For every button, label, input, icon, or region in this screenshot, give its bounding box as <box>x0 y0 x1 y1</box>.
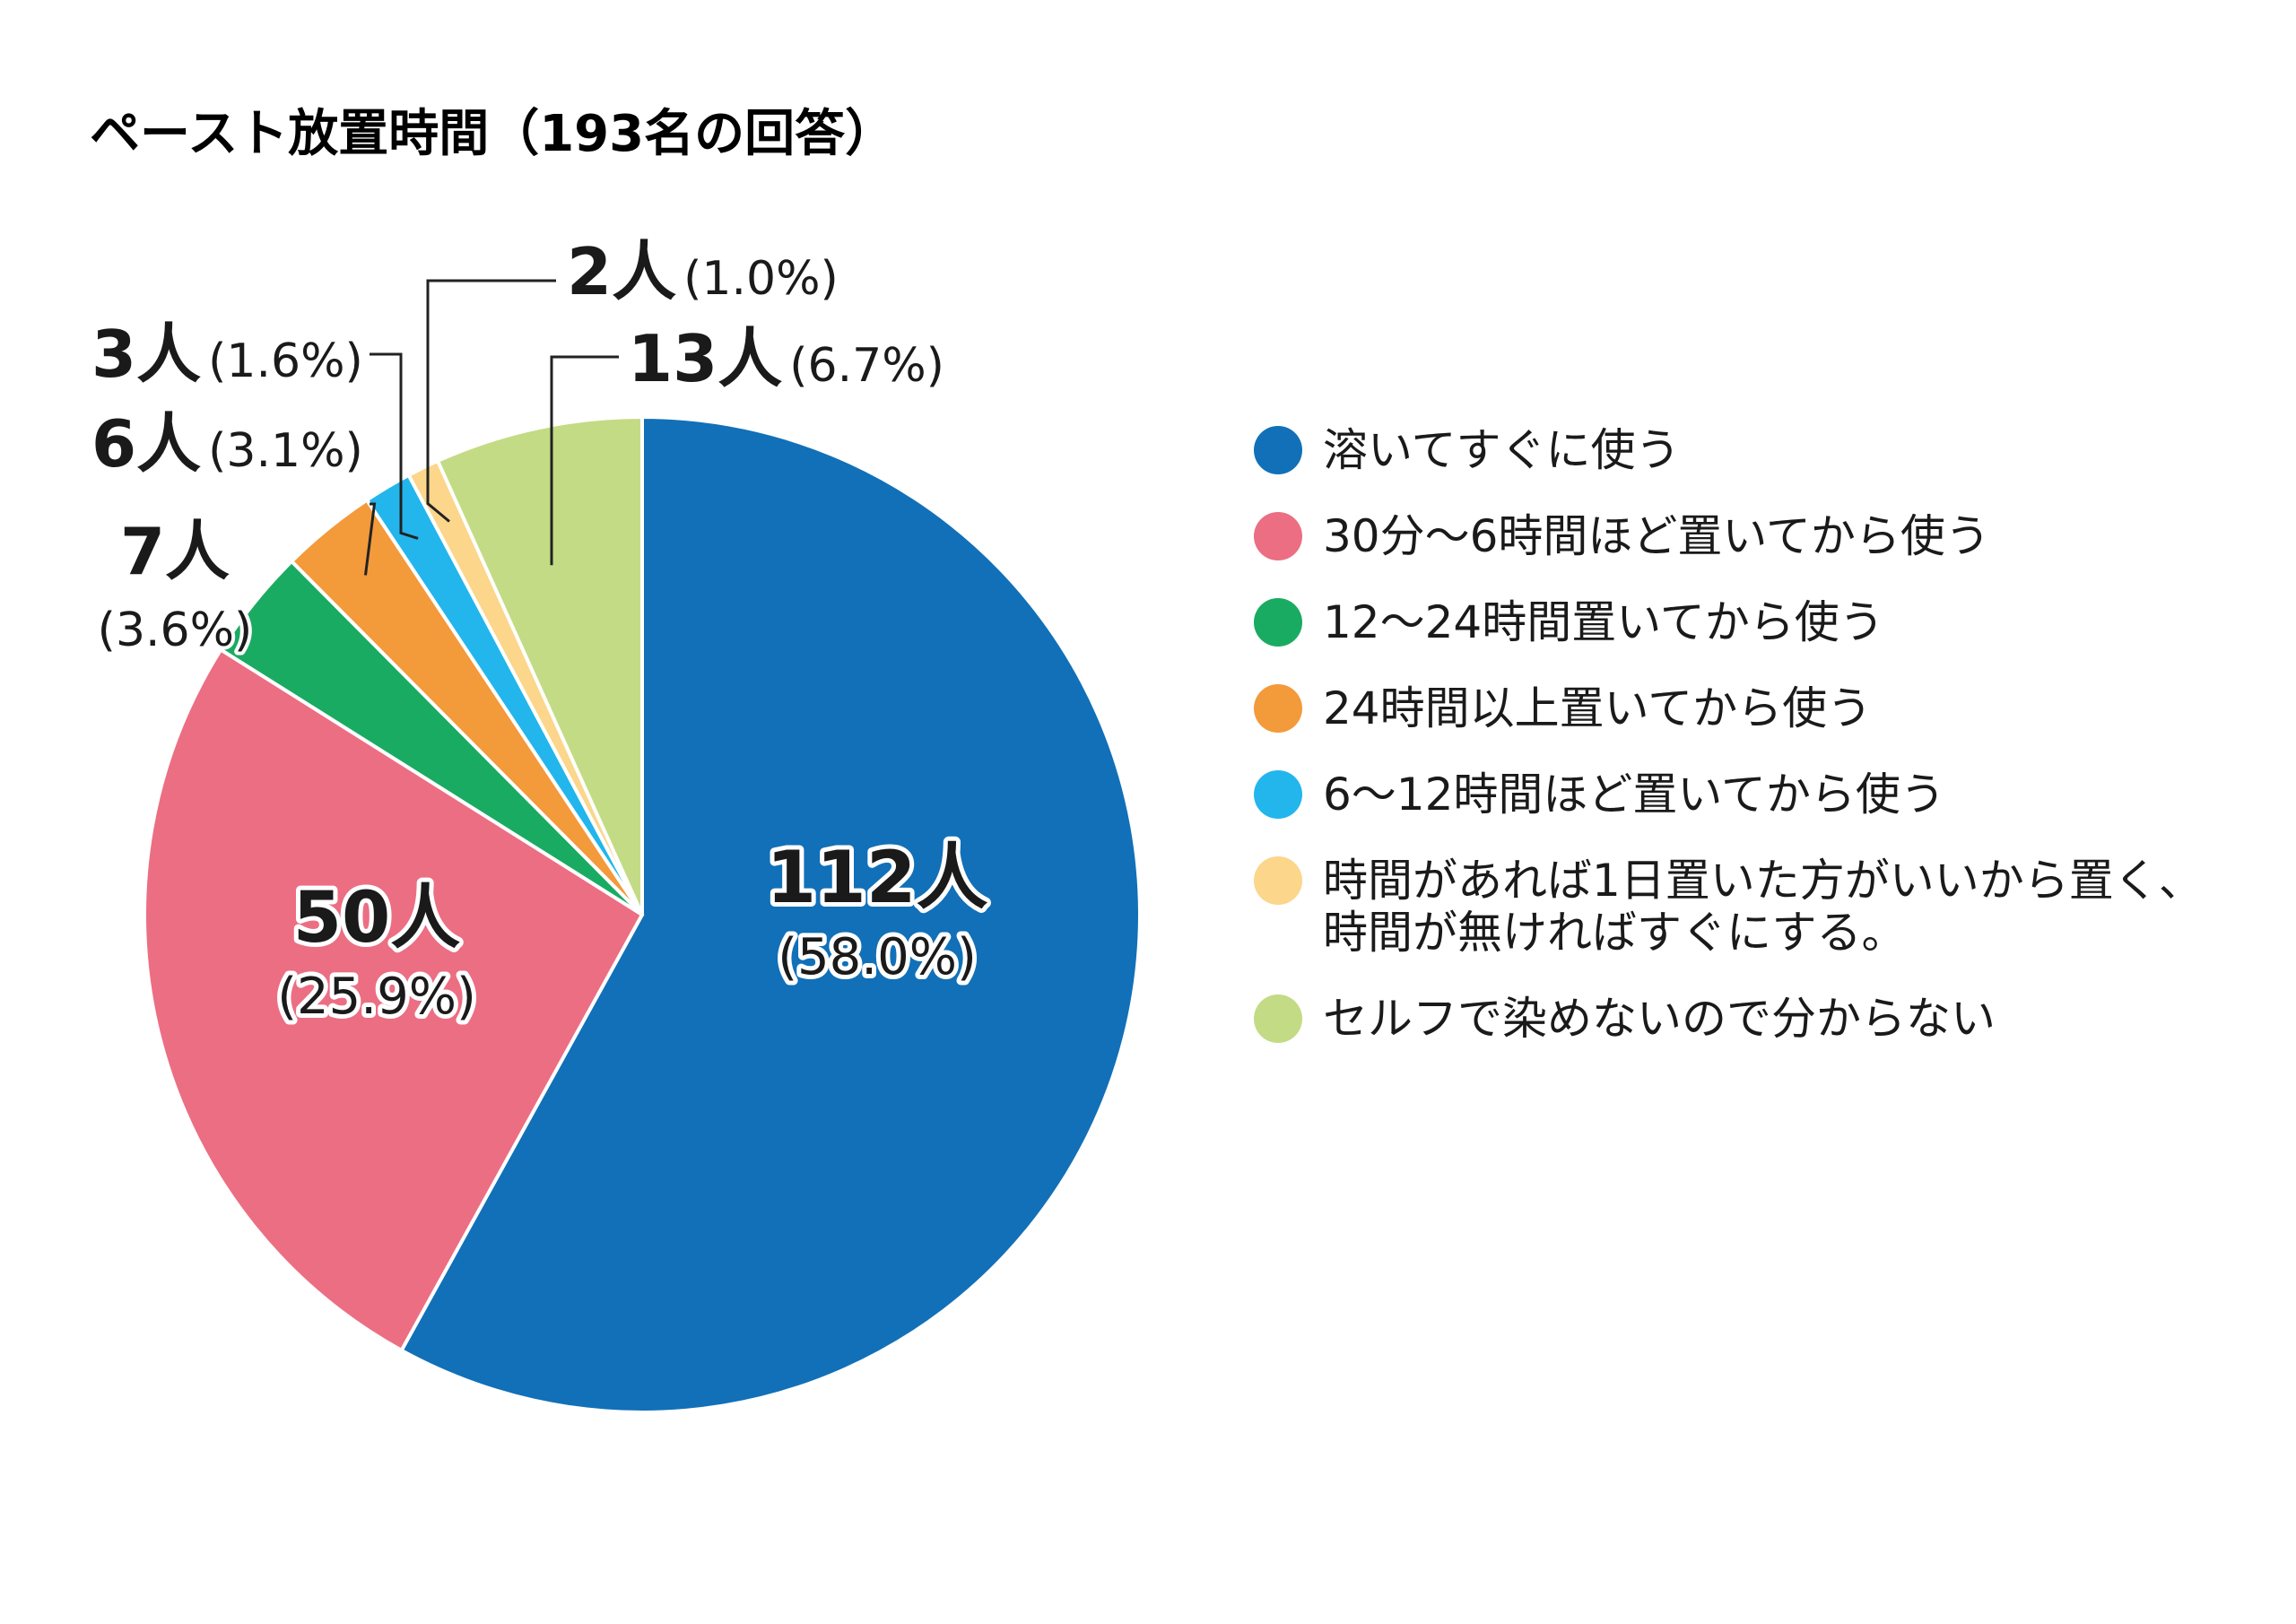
legend-label-1: 溶いてすぐに使う <box>1323 424 1681 476</box>
pie-slice-1 <box>399 415 1142 1414</box>
legend-swatch-6 <box>1254 856 1302 905</box>
legend-label-5: 6〜12時間ほど置いてから使う <box>1323 769 1945 821</box>
leader-line-7 <box>550 355 619 566</box>
data-label-5: 3人 (1.6%) <box>91 317 363 392</box>
legend-swatch-5 <box>1254 770 1302 819</box>
data-labels: 112人(58.0%) 50人(25.9%) 7人(3.6%) 6人 (3.1%) 3人(… <box>91 234 993 1030</box>
pie-slices <box>143 415 1142 1414</box>
legend-label-3: 12〜24時間置いてから使う <box>1323 596 1884 648</box>
legend-label-6-line-1: 時間があれば1日置いた方がいいから置く、 <box>1323 855 2204 907</box>
legend-swatch-2 <box>1254 512 1302 560</box>
leader-line-6 <box>426 279 556 523</box>
legend-label-6-line-2: 時間が無ければすぐにする。 <box>1323 907 1907 959</box>
data-label-4: 6人 (3.1%) <box>91 406 363 482</box>
legend-label-7: セルフで染めないので分からない <box>1323 993 1996 1045</box>
data-label-1: 112人(58.0%) <box>767 836 988 986</box>
legend-label-4: 24時間以上置いてから使う <box>1323 682 1872 734</box>
chart-title: ペースト放置時間（193名の回答） <box>90 105 895 163</box>
pie-slice-2 <box>143 647 644 1352</box>
legend-swatch-3 <box>1254 598 1302 647</box>
data-label-2: 50人(25.9%) <box>277 878 476 1026</box>
legend-swatch-7 <box>1254 994 1302 1043</box>
pie-slice-7 <box>436 415 644 916</box>
legend-swatch-1 <box>1254 426 1302 474</box>
leader-lines <box>364 279 619 576</box>
legend-swatch-4 <box>1254 684 1302 733</box>
legend-label-2: 30分〜6時間ほど置いてから使う <box>1323 510 1990 562</box>
legend: 溶いてすぐに使う 30分〜6時間ほど置いてから使う 12〜24時間置いてから使う 24… <box>1254 424 2204 1045</box>
leader-line-4 <box>364 502 377 576</box>
data-label-7: 13人 (6.7%) <box>628 321 944 396</box>
data-label-6: 2人 (1.0%) <box>567 234 839 309</box>
data-label-3: 7人(3.6%) <box>98 514 253 657</box>
leader-line-5 <box>370 352 419 540</box>
